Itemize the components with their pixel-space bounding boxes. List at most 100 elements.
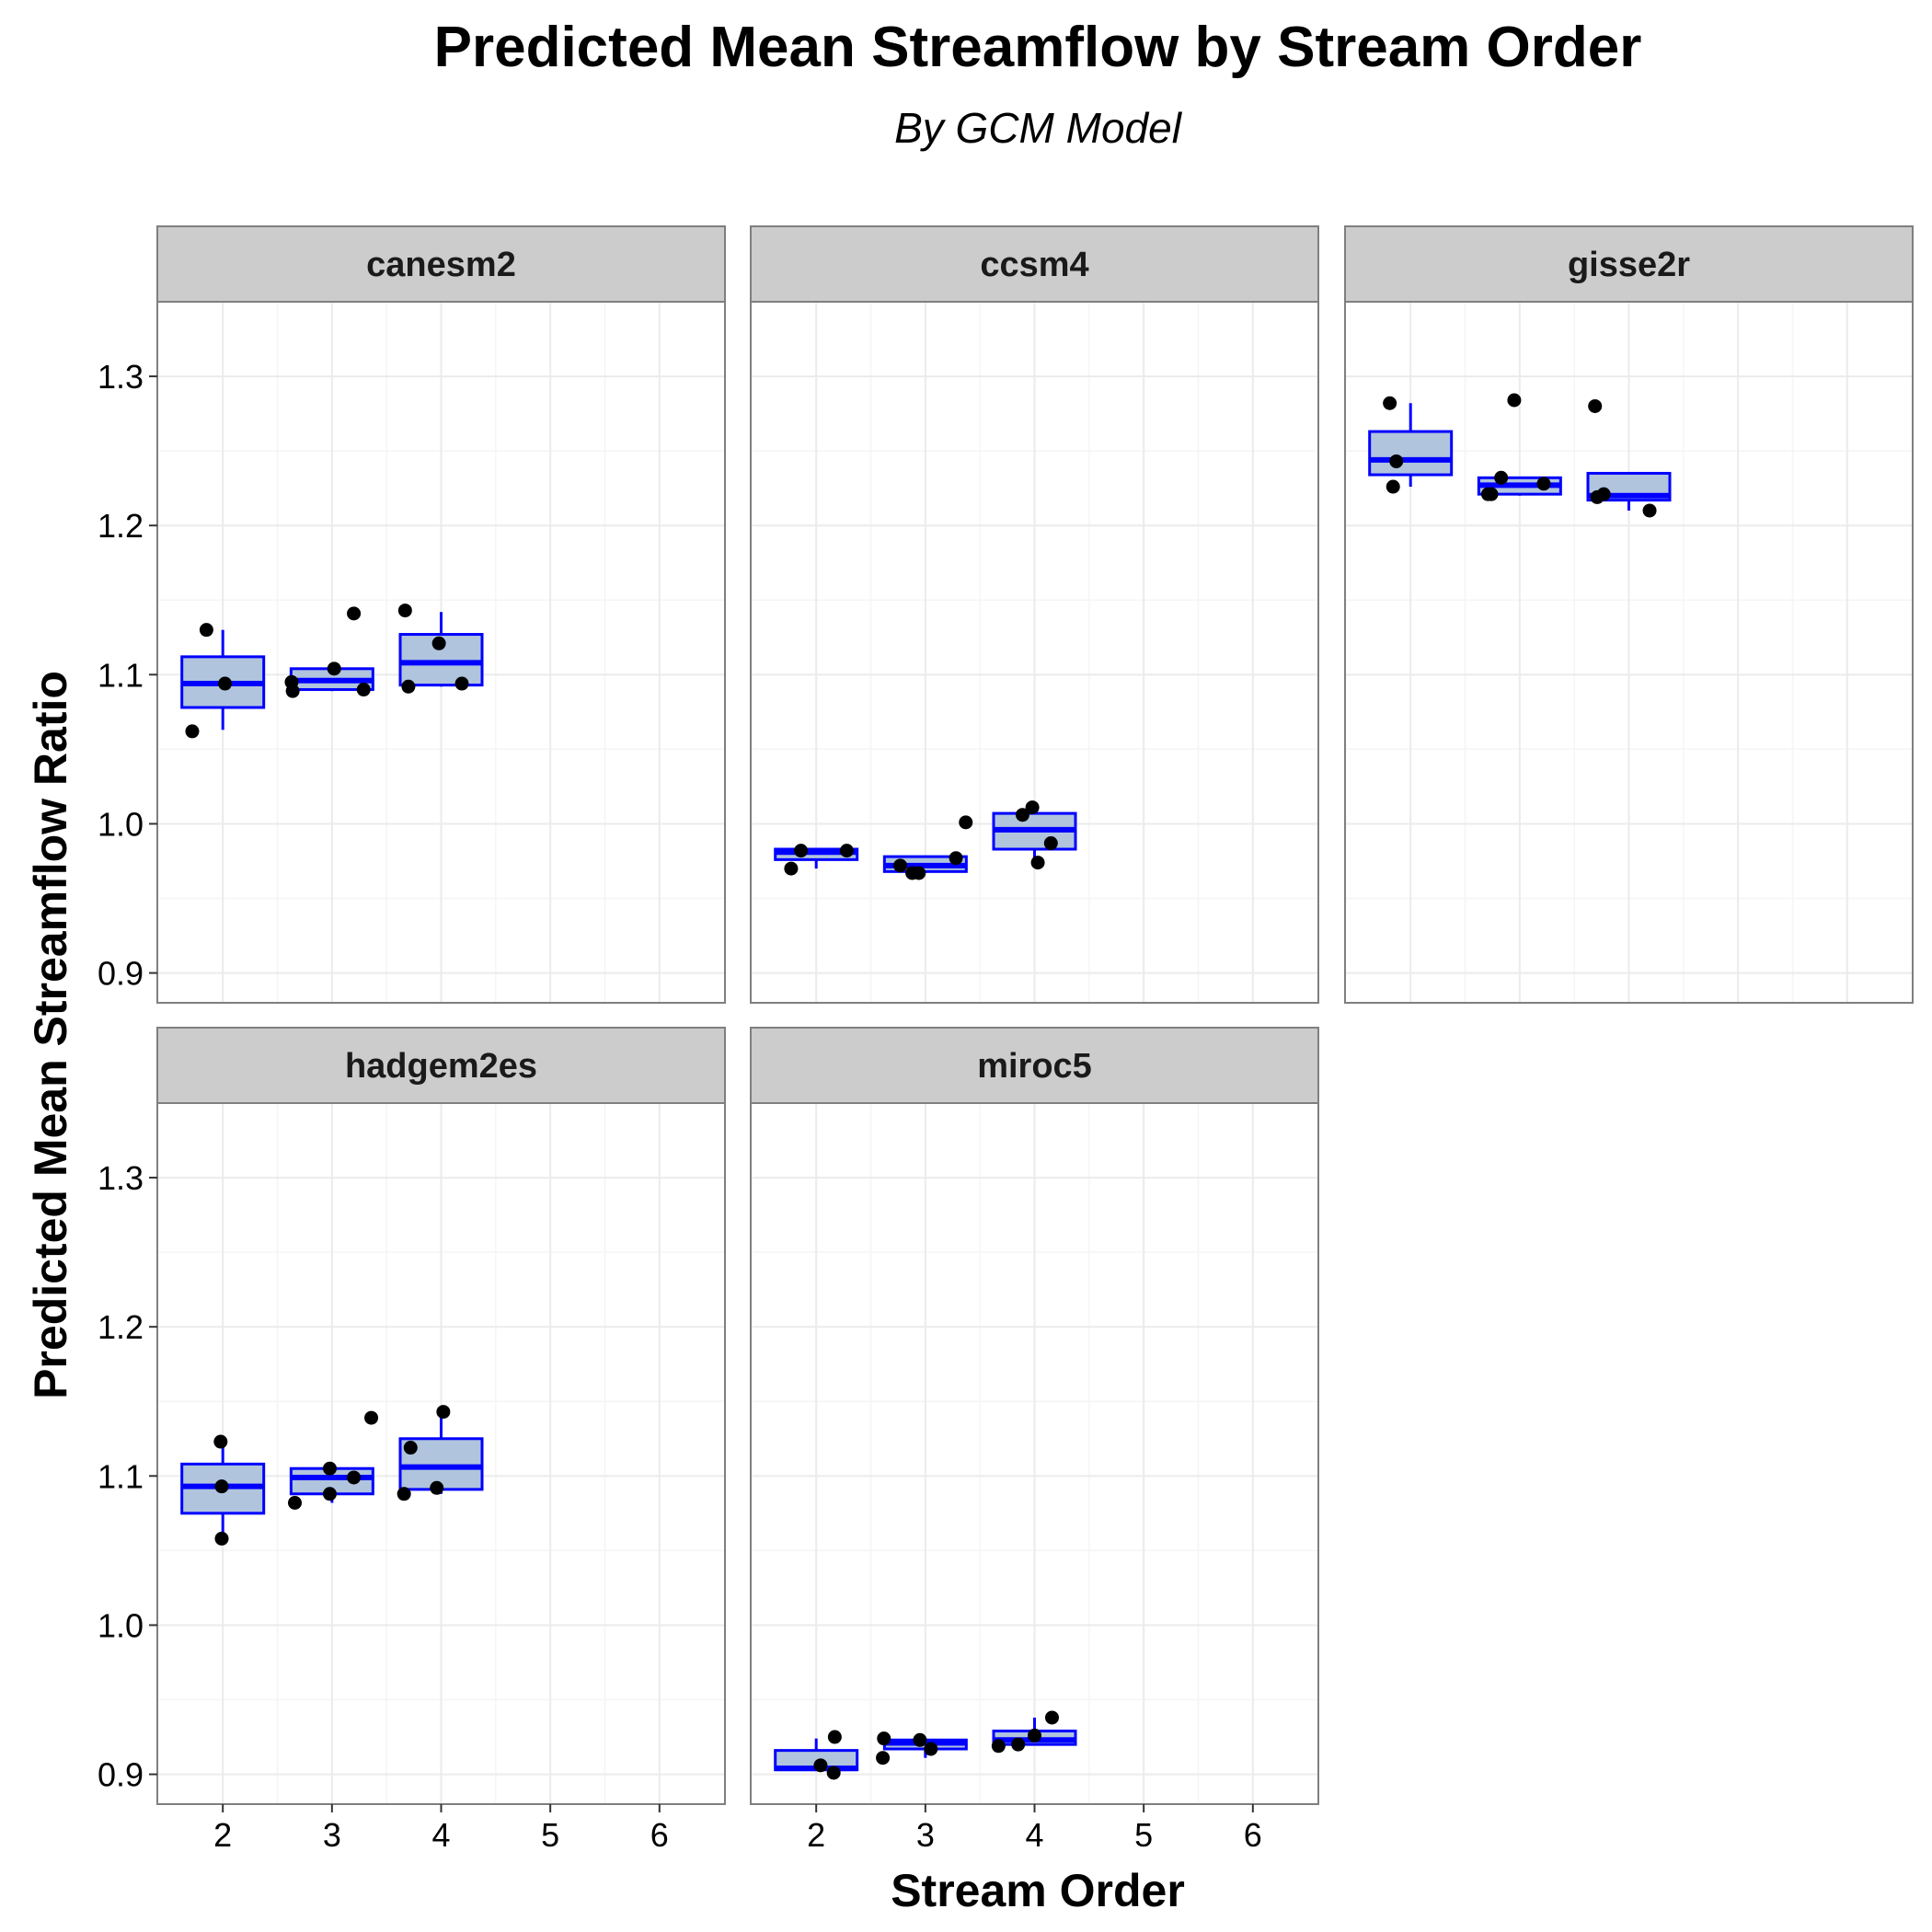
- data-point: [218, 676, 233, 691]
- facet-panels: canesm2 0.9 1.0 1.1 1.2 1.3 ccsm4 gisse2r hadgem…: [98, 225, 1914, 1854]
- data-point: [356, 683, 371, 697]
- facet-strip: [156, 1027, 726, 1104]
- data-point: [1386, 479, 1400, 494]
- data-point: [839, 844, 854, 858]
- x-tick-label: 6: [1244, 1816, 1262, 1854]
- y-axis-title: Predicted Mean Streamflow Ratio: [25, 671, 76, 1399]
- data-point: [397, 1487, 411, 1501]
- x-tick-label: 2: [213, 1816, 232, 1854]
- facet-strip: [156, 225, 726, 303]
- y-tick-label: 1.1: [98, 1457, 144, 1495]
- y-tick-label: 1.3: [98, 358, 144, 396]
- x-tick-label: 6: [650, 1816, 669, 1854]
- facet-strip-label: gisse2r: [1568, 246, 1690, 284]
- y-tick-label: 0.9: [98, 955, 144, 993]
- data-point: [431, 636, 446, 650]
- data-point: [826, 1765, 841, 1780]
- x-tick-label: 2: [807, 1816, 825, 1854]
- data-point: [454, 676, 469, 691]
- data-point: [1030, 856, 1045, 870]
- data-point: [949, 851, 963, 866]
- facet-panel-canesm2: canesm2 0.9 1.0 1.1 1.2 1.3: [98, 225, 726, 1004]
- y-tick-label: 1.0: [98, 1606, 144, 1644]
- y-tick-label: 0.9: [98, 1756, 144, 1794]
- data-point: [1494, 470, 1509, 485]
- data-point: [1043, 836, 1058, 851]
- x-tick-label: 3: [916, 1816, 935, 1854]
- data-point: [912, 866, 926, 880]
- y-tick-label: 1.0: [98, 805, 144, 843]
- y-tick-label: 1.2: [98, 1308, 144, 1346]
- data-point: [1596, 487, 1611, 501]
- data-point: [924, 1742, 938, 1756]
- x-tick-label: 3: [323, 1816, 341, 1854]
- data-point: [1484, 487, 1499, 501]
- facet-strip-label: hadgem2es: [345, 1047, 537, 1086]
- x-tick-label: 5: [541, 1816, 559, 1854]
- data-point: [403, 1441, 418, 1455]
- data-point: [214, 1531, 229, 1546]
- data-point: [813, 1758, 828, 1773]
- box-order-2: [1368, 403, 1454, 488]
- data-point: [959, 815, 973, 830]
- facet-panel-ccsm4: ccsm4: [750, 225, 1319, 1004]
- data-point: [991, 1739, 1006, 1754]
- data-point: [893, 858, 908, 873]
- data-point: [401, 679, 416, 694]
- data-point: [1044, 1710, 1059, 1725]
- x-tick-label: 5: [1134, 1816, 1153, 1854]
- data-point: [1015, 808, 1029, 822]
- data-point: [827, 1730, 842, 1744]
- data-point: [185, 724, 200, 739]
- box-iqr: [398, 1437, 484, 1491]
- data-point: [327, 661, 341, 676]
- facet-panel-miroc5: miroc5 2 3 4 5 6: [750, 1027, 1319, 1854]
- chart-title: Predicted Mean Streamflow by Stream Orde…: [434, 16, 1642, 79]
- data-point: [322, 1487, 337, 1501]
- panel-border: [750, 301, 1319, 1004]
- facet-strip-label: miroc5: [977, 1047, 1092, 1086]
- data-point: [288, 1496, 303, 1511]
- y-tick-label: 1.3: [98, 1159, 144, 1197]
- data-point: [1028, 1728, 1041, 1742]
- data-point: [1642, 503, 1657, 518]
- data-point: [347, 1470, 362, 1485]
- data-point: [199, 623, 213, 638]
- data-point: [213, 1434, 228, 1449]
- y-tick-label: 1.1: [98, 656, 144, 694]
- x-tick-label: 4: [1025, 1816, 1043, 1854]
- facet-strip: [750, 225, 1319, 303]
- data-point: [876, 1751, 891, 1765]
- data-point: [913, 1732, 927, 1747]
- data-point: [397, 604, 412, 618]
- data-point: [1025, 800, 1040, 815]
- box-order-4: [992, 807, 1077, 863]
- x-axis-title: Stream Order: [891, 1865, 1185, 1916]
- data-point: [794, 844, 809, 858]
- facet-strip-label: canesm2: [366, 246, 516, 284]
- x-tick-label: 4: [431, 1816, 450, 1854]
- data-point: [347, 606, 362, 621]
- y-tick-label: 1.2: [98, 507, 144, 545]
- data-point: [1588, 398, 1603, 413]
- data-point: [877, 1731, 891, 1746]
- panel-border: [156, 301, 726, 1004]
- data-point: [784, 861, 799, 876]
- data-point: [285, 684, 300, 698]
- data-point: [364, 1410, 379, 1425]
- data-point: [1011, 1737, 1026, 1752]
- data-point: [1389, 454, 1404, 468]
- data-point: [322, 1461, 337, 1476]
- data-point: [1383, 396, 1397, 410]
- data-point: [1507, 393, 1522, 408]
- box-iqr: [1368, 430, 1454, 477]
- facet-strip-label: ccsm4: [980, 246, 1088, 284]
- data-point: [430, 1480, 444, 1495]
- data-point: [214, 1479, 229, 1494]
- data-point: [1536, 477, 1551, 491]
- facet-panel-hadgem2es: hadgem2es 0.9 1.0 1.1 1.2 1.3 2 3 4 5 6: [98, 1027, 726, 1854]
- facet-strip: [750, 1027, 1319, 1104]
- chart-subtitle: By GCM Model: [894, 104, 1183, 152]
- panel-border: [1344, 301, 1914, 1004]
